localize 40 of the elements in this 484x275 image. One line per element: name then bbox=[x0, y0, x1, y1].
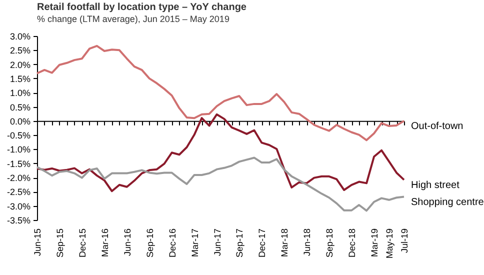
y-tick-label: 3.0% bbox=[10, 32, 30, 42]
x-tick-label: Mar-17 bbox=[190, 228, 200, 258]
y-tick-label: -1.0% bbox=[6, 144, 30, 155]
y-tick-label: -2.5% bbox=[6, 187, 30, 198]
series-label: Out-of-town bbox=[411, 120, 464, 132]
y-tick-label: -2.0% bbox=[6, 173, 30, 184]
y-tick-label: -1.5% bbox=[6, 158, 30, 169]
x-tick-label: Mar-19 bbox=[370, 228, 380, 258]
chart-subtitle: % change (LTM average), Jun 2015 – May 2019 bbox=[37, 14, 230, 24]
x-tick-label: Sep-15 bbox=[54, 228, 65, 258]
y-tick-label: -0.5% bbox=[6, 130, 30, 141]
x-tick-label: Dec-16 bbox=[167, 228, 178, 258]
y-tick-label: 0.5% bbox=[10, 102, 30, 112]
line-series bbox=[36, 113, 405, 192]
series-label: High street bbox=[411, 180, 460, 191]
chart-title: Retail footfall by location type – YoY change bbox=[37, 2, 247, 13]
y-tick-label: 1.0% bbox=[10, 88, 30, 98]
x-tick-label: Mar-16 bbox=[100, 228, 110, 258]
x-tick-label: Dec-18 bbox=[347, 228, 358, 258]
x-tick-label: Jun-17 bbox=[212, 228, 222, 256]
x-tick-label: Sep-16 bbox=[144, 228, 155, 258]
series-label: Shopping centre bbox=[411, 196, 484, 208]
line-series bbox=[36, 156, 405, 212]
y-tick-label: 2.0% bbox=[10, 60, 30, 70]
y-tick-label: 1.5% bbox=[10, 74, 30, 84]
x-tick-label: Dec-15 bbox=[77, 228, 88, 258]
x-tick-label: Jun-15 bbox=[32, 228, 42, 256]
x-tick-label: Dec-17 bbox=[257, 228, 268, 258]
y-tick-label: -3.5% bbox=[6, 216, 30, 226]
x-tick-label: Jul-19 bbox=[400, 228, 410, 254]
x-tick-label: Sep-18 bbox=[324, 228, 335, 258]
x-tick-label: Jun-18 bbox=[302, 228, 312, 256]
y-tick-label: 0.0% bbox=[10, 116, 30, 126]
y-tick-label: -3.0% bbox=[6, 201, 30, 212]
y-tick-label: 2.5% bbox=[10, 46, 30, 56]
x-tick-label: Jun-16 bbox=[122, 228, 132, 256]
x-tick-label: Mar-18 bbox=[280, 228, 290, 258]
x-tick-label: Sep-17 bbox=[234, 228, 245, 258]
x-tick-label: May-19 bbox=[384, 228, 395, 259]
line-series bbox=[36, 44, 405, 142]
